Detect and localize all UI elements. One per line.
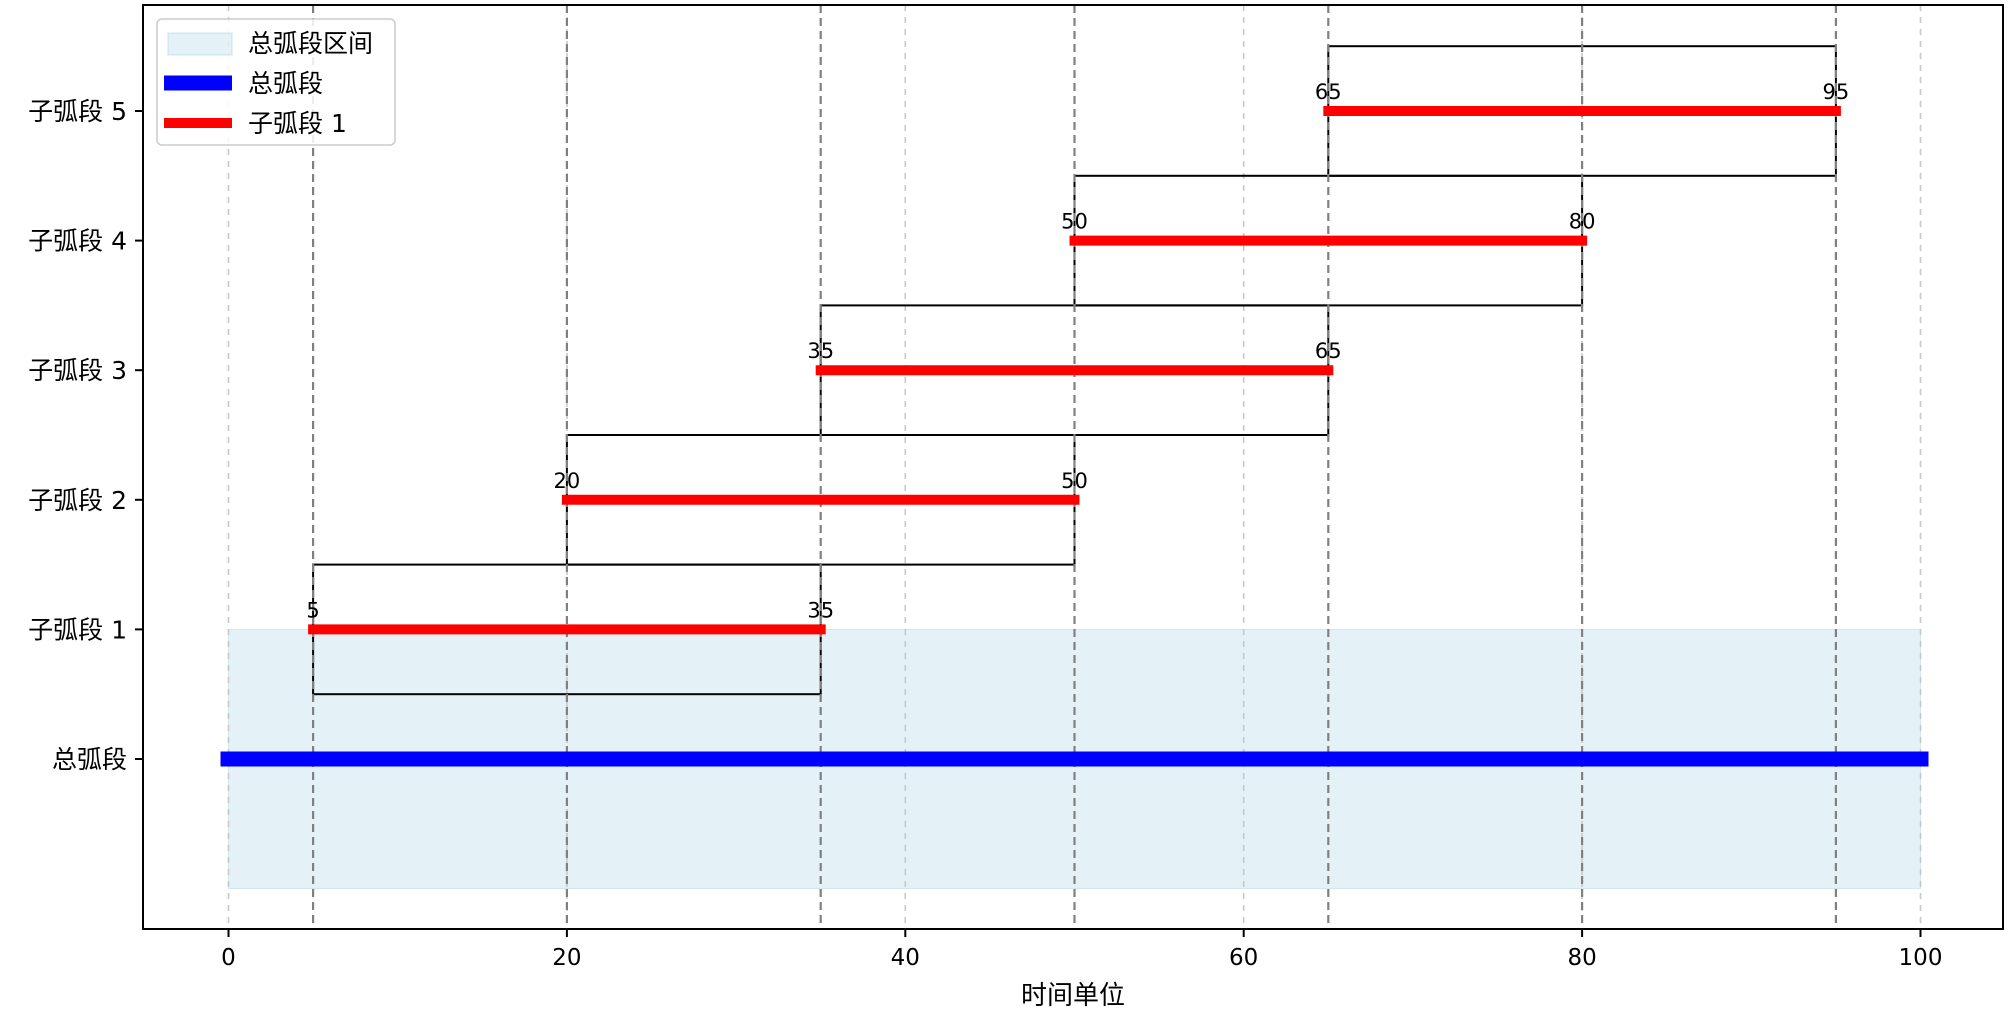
sub-arc-start-label: 50	[1061, 210, 1088, 234]
sub-arc-start-label: 35	[807, 339, 834, 363]
sub-arc-end-label: 80	[1569, 210, 1596, 234]
legend-label: 总弧段	[248, 69, 323, 98]
sub-arc-start-label: 20	[554, 469, 581, 493]
x-tick-label: 60	[1229, 945, 1258, 971]
sub-arc-end-label: 95	[1823, 80, 1850, 104]
x-tick-label: 0	[221, 945, 236, 971]
sub-arc-start-label: 5	[306, 598, 319, 622]
x-tick-label: 100	[1899, 945, 1943, 971]
sub-arc-start-label: 65	[1315, 80, 1342, 104]
y-tick-label: 子弧段 5	[28, 97, 127, 126]
sub-arc-end-label: 50	[1061, 469, 1088, 493]
sub-arc-end-label: 35	[807, 598, 834, 622]
sub-arc-end-label: 65	[1315, 339, 1342, 363]
x-tick-label: 20	[552, 945, 581, 971]
x-tick-label: 40	[891, 945, 920, 971]
legend-frame	[156, 18, 396, 146]
x-axis-label: 时间单位	[1021, 981, 1125, 1011]
y-tick-label: 子弧段 1	[28, 615, 127, 644]
y-tick-label: 子弧段 3	[28, 356, 127, 385]
y-tick-label: 子弧段 2	[28, 486, 127, 515]
plot-frame	[142, 4, 2004, 930]
y-tick-label: 子弧段 4	[28, 227, 127, 256]
legend-label: 子弧段 1	[248, 109, 347, 138]
x-tick-label: 80	[1567, 945, 1596, 971]
legend-swatch	[167, 32, 233, 56]
y-tick-label: 总弧段	[52, 745, 127, 774]
legend-label: 总弧段区间	[248, 29, 373, 58]
